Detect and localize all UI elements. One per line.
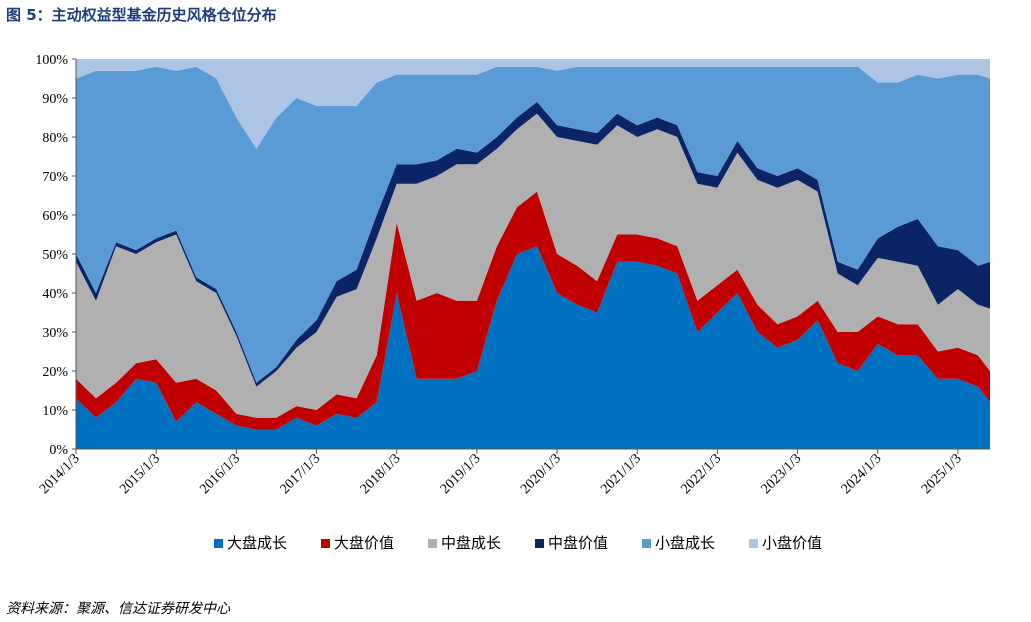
x-tick-label: 2023/1/3	[759, 451, 805, 497]
chart-title: 图 5：主动权益型基金历史风格仓位分布	[6, 6, 277, 24]
area-series-5	[76, 66, 990, 383]
area-series-4	[76, 101, 990, 387]
y-tick-label: 60%	[42, 209, 68, 224]
legend-swatch	[535, 539, 544, 548]
y-tick-label: 80%	[42, 131, 68, 146]
x-tick-label: 2019/1/3	[438, 451, 484, 497]
legend-swatch	[321, 539, 330, 548]
area-series-1	[76, 246, 990, 449]
area-series-3	[76, 113, 990, 418]
x-axis-ticks: 2014/1/3 2015/1/3 2016/1/3 2017/1/3 2018/1/3…	[37, 449, 965, 497]
y-tick-label: 100%	[35, 53, 68, 68]
y-tick-label: 50%	[42, 248, 68, 263]
x-tick-label: 2025/1/3	[919, 451, 965, 497]
y-tick-label: 30%	[42, 326, 68, 341]
legend-label: 大盘价值	[334, 534, 394, 552]
x-tick-label: 2017/1/3	[278, 451, 324, 497]
legend-swatch	[428, 539, 437, 548]
area-series-6	[76, 59, 990, 149]
legend-label: 中盘成长	[441, 534, 501, 552]
y-tick-label: 70%	[42, 170, 68, 185]
x-tick-label: 2018/1/3	[358, 451, 404, 497]
x-tick-label: 2021/1/3	[598, 451, 644, 497]
legend-label: 小盘价值	[762, 534, 822, 552]
x-tick-label: 2022/1/3	[678, 451, 724, 497]
legend-label: 大盘成长	[227, 534, 287, 552]
x-tick-label: 2015/1/3	[117, 451, 163, 497]
x-tick-label: 2014/1/3	[37, 451, 83, 497]
x-tick-label: 2020/1/3	[518, 451, 564, 497]
y-tick-label: 20%	[42, 365, 68, 380]
area-series-2	[76, 191, 990, 430]
y-tick-label: 0%	[49, 443, 68, 458]
legend-label: 小盘成长	[655, 534, 715, 552]
x-tick-label: 2016/1/3	[197, 451, 243, 497]
area-layers	[76, 59, 990, 449]
x-tick-label: 2024/1/3	[839, 451, 885, 497]
legend-swatch	[214, 539, 223, 548]
y-tick-label: 40%	[42, 287, 68, 302]
legend-swatch	[642, 539, 651, 548]
legend: 大盘成长 大盘价值 中盘成长 中盘价值 小盘成长 小盘价值	[214, 534, 822, 552]
legend-swatch	[749, 539, 758, 548]
y-axis-ticks: 0% 10% 20% 30% 40% 50% 60% 70% 80% 90% 100%	[35, 53, 76, 458]
y-tick-label: 10%	[42, 404, 68, 419]
y-tick-label: 90%	[42, 92, 68, 107]
legend-label: 中盘价值	[548, 534, 608, 552]
source-note: 资料来源：聚源、信达证券研发中心	[6, 601, 230, 617]
